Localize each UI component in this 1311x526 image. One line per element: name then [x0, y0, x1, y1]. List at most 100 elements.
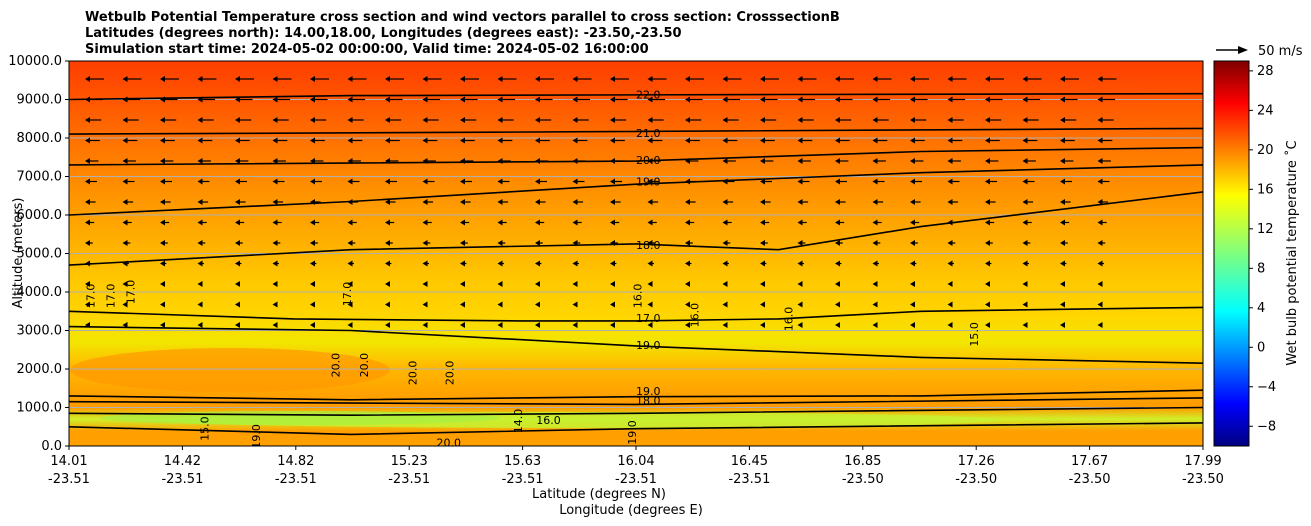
- wind-vector-head: [497, 219, 503, 226]
- wind-vector-head: [422, 178, 428, 185]
- wind-vector-head: [422, 76, 428, 82]
- wind-vector-head: [460, 281, 465, 287]
- wind-vector-head: [422, 137, 428, 144]
- y-tick-label: 9000.0: [17, 93, 63, 108]
- wind-vector-head: [835, 301, 840, 308]
- wind-vector-head: [535, 76, 540, 82]
- wind-vector-head: [947, 301, 953, 308]
- wind-vector-head: [497, 76, 503, 82]
- contour-label: 17.0: [636, 312, 661, 325]
- wind-vector-head: [572, 301, 578, 308]
- wind-vector-head: [722, 137, 728, 144]
- wind-vector-head: [685, 76, 690, 82]
- wind-vector-head: [610, 137, 615, 144]
- wind-vector-head: [460, 199, 465, 205]
- wind-vector-head: [160, 117, 165, 123]
- wind-vector-head: [85, 117, 90, 123]
- wind-vector-head: [947, 76, 953, 82]
- wind-vector-head: [197, 158, 203, 164]
- colorbar-tick-label: 24: [1257, 103, 1274, 118]
- wind-vector-head: [797, 117, 803, 123]
- wind-vector-head: [872, 260, 878, 267]
- wind-vector-head: [1022, 137, 1028, 144]
- wind-vector-head: [1022, 301, 1028, 308]
- wind-vector-head: [347, 178, 353, 185]
- wind-vector-head: [160, 281, 165, 287]
- wind-vector-head: [460, 322, 465, 328]
- colorbar: [1213, 60, 1250, 447]
- wind-vector-head: [835, 117, 840, 123]
- wind-vector-head: [947, 158, 953, 164]
- x-axis: 14.01 -23.51 14.42 -23.51 14.82 -23.51 15.23 -2…: [48, 446, 1224, 487]
- wind-vector-head: [197, 178, 203, 185]
- wind-vector-head: [1060, 260, 1065, 267]
- y-tick-label: 5000.0: [17, 247, 63, 262]
- contour-line: [69, 164, 1203, 216]
- wind-vector-head: [647, 281, 653, 287]
- wind-vector-head: [160, 158, 165, 164]
- contour-line: [69, 127, 1203, 135]
- wind-vector-head: [385, 240, 390, 246]
- wind-vector-head: [310, 117, 315, 123]
- wind-vector-head: [535, 117, 540, 123]
- wind-vector-head: [460, 178, 465, 185]
- wind-vector-head: [385, 281, 390, 287]
- wind-vector-head: [1097, 322, 1103, 328]
- wind-vector-head: [985, 219, 990, 226]
- wind-vector-head: [460, 76, 465, 82]
- wind-vector-head: [610, 199, 615, 205]
- wind-vector-head: [422, 322, 428, 328]
- x-tick-label-lon: -23.51: [728, 472, 770, 487]
- wind-vector-head: [1022, 219, 1028, 226]
- wind-vector-head: [160, 199, 165, 205]
- wind-vector-head: [722, 301, 728, 308]
- wind-vector-head: [760, 158, 765, 164]
- wind-vector-head: [610, 322, 615, 328]
- wind-vector-head: [722, 260, 728, 267]
- contour-label: 16.0: [632, 284, 645, 309]
- wind-vector-head: [1097, 158, 1103, 164]
- colorbar-tick-label: 28: [1257, 64, 1274, 79]
- contour-label: 21.0: [636, 127, 661, 140]
- wind-vector-head: [722, 117, 728, 123]
- wind-vector-head: [685, 240, 690, 246]
- wind-vector-head: [947, 260, 953, 267]
- wind-vector-head: [910, 76, 915, 82]
- wind-vector-head: [572, 178, 578, 185]
- wind-vector-head: [122, 117, 128, 123]
- contour-label: 16.0: [536, 414, 561, 427]
- wind-vector-head: [985, 96, 990, 103]
- wind-vector-head: [85, 158, 90, 164]
- contour-label: 19.0: [636, 385, 661, 398]
- wind-vector-head: [347, 76, 353, 82]
- y-tick-label: 1000.0: [17, 401, 63, 416]
- wind-vector-head: [835, 260, 840, 267]
- chart-title-line-1: Wetbulb Potential Temperature cross sect…: [85, 10, 840, 25]
- wind-vector-head: [685, 260, 690, 267]
- y-tick-label: 8000.0: [17, 131, 63, 146]
- contour-line: [69, 146, 1203, 166]
- wind-vector-head: [835, 199, 840, 205]
- wind-vector-head: [722, 199, 728, 205]
- wind-vector-head: [647, 219, 653, 226]
- wind-vector-head: [647, 322, 653, 328]
- wind-vector-head: [272, 260, 278, 267]
- y-tick-label: 3000.0: [17, 324, 63, 339]
- wind-vector-head: [685, 322, 690, 328]
- wind-vector-head: [160, 76, 165, 82]
- wind-vector-head: [797, 260, 803, 267]
- wind-vector-head: [872, 137, 878, 144]
- wind-vector-head: [1097, 76, 1103, 82]
- wind-vector-head: [985, 240, 990, 246]
- wind-vector-head: [235, 322, 240, 328]
- wind-vector-head: [797, 96, 803, 103]
- wind-vector-head: [572, 117, 578, 123]
- wind-vector-head: [85, 281, 90, 287]
- chart-title-line-2: Latitudes (degrees north): 14.00,18.00, …: [85, 26, 682, 41]
- wind-vector-head: [85, 76, 90, 82]
- wind-vector-head: [310, 96, 315, 103]
- wind-vector-head: [197, 199, 203, 205]
- wind-vector-head: [272, 178, 278, 185]
- wind-vector-head: [497, 178, 503, 185]
